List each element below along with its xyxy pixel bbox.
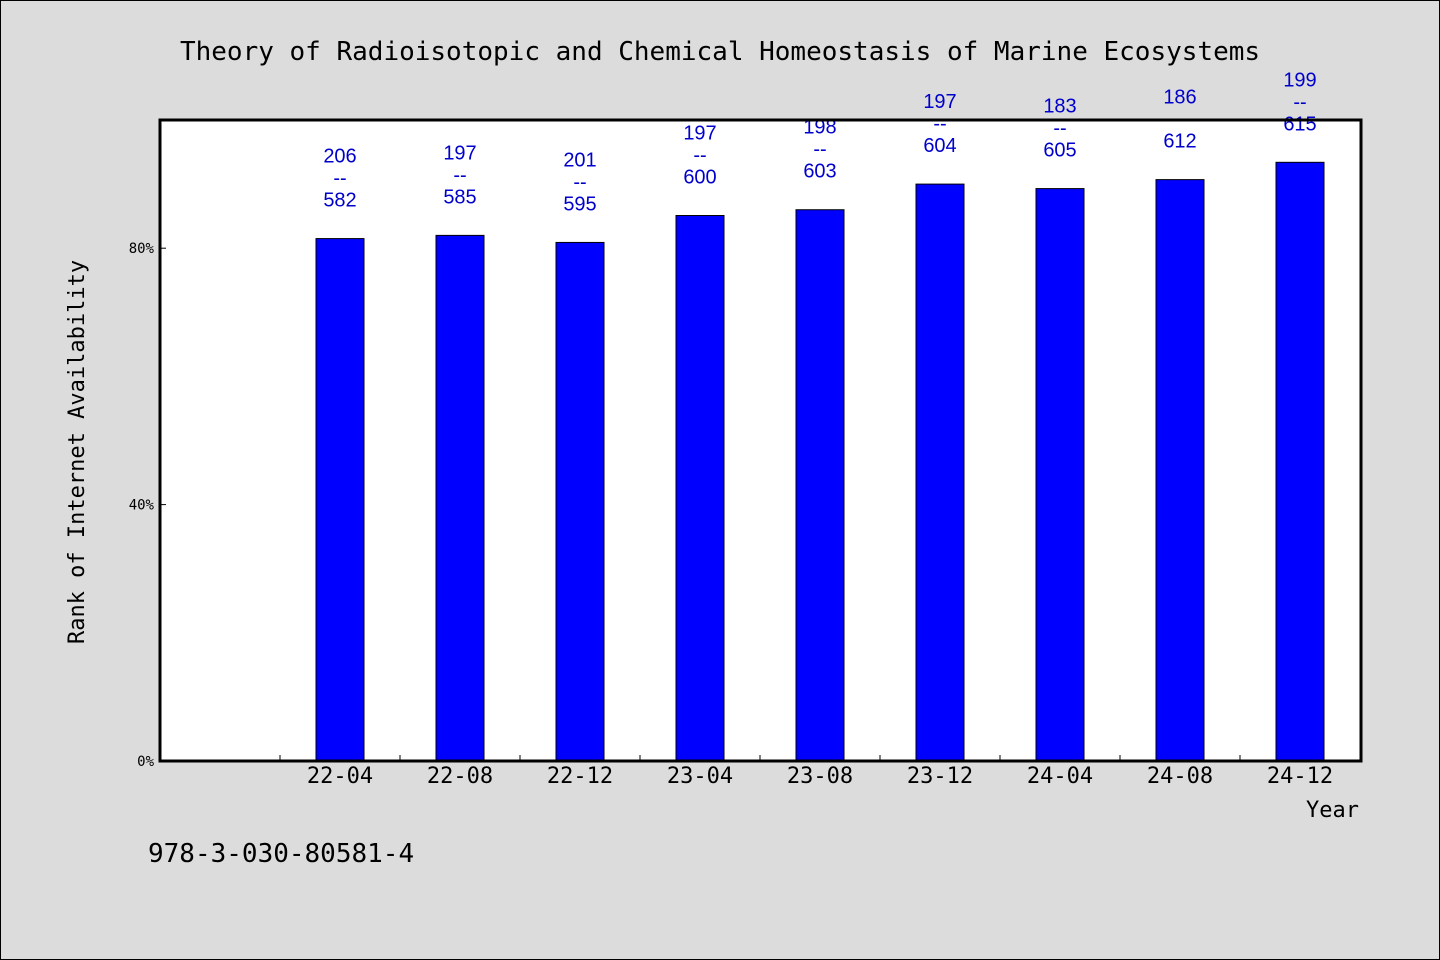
bar-label-top: 197 (443, 142, 476, 164)
bar-label-top: 197 (923, 91, 956, 113)
y-tick-label: 40% (129, 498, 155, 514)
bar-label-top: 198 (803, 117, 836, 139)
bar-labels-group: 206--582197--585201--595197--600198--603… (323, 69, 1316, 215)
bar-label-top: 183 (1043, 96, 1076, 118)
x-axis: 22-04 22-08 22-12 23-04 23-08 23-12 24-04 24-08… (279, 755, 1361, 789)
bar-24-12 (1275, 161, 1325, 762)
bar-label-top: 197 (683, 123, 716, 145)
x-tick-label: 23-12 (907, 764, 973, 789)
bar-22-04 (315, 238, 365, 762)
x-tick-label: 24-08 (1147, 764, 1213, 789)
bar-label-bottom: 582 (323, 190, 356, 212)
x-tick-label: 22-12 (547, 764, 613, 789)
chart-title: Theory of Radioisotopic and Chemical Hom… (180, 37, 1260, 67)
isbn-footnote: 978-3-030-80581-4 (148, 839, 414, 869)
bar-label-top: 186 (1163, 87, 1196, 109)
bar-22-12 (555, 241, 605, 762)
bar-label-bottom: 604 (923, 135, 956, 157)
bar-23-08 (795, 209, 845, 762)
x-tick-label: 22-04 (307, 764, 373, 789)
bar-24-04 (1035, 188, 1085, 762)
bar-23-04 (675, 215, 725, 762)
bar-label-sep: -- (693, 145, 706, 167)
bar-label-sep: -- (813, 139, 826, 161)
bar-label-bottom: 612 (1163, 131, 1196, 153)
x-tick-label: 24-12 (1267, 764, 1333, 789)
bar-label-bottom: 603 (803, 161, 836, 183)
bar-label-sep: -- (453, 164, 466, 186)
y-axis-label: Rank of Internet Availability (65, 260, 90, 644)
bar-label-bottom: 585 (443, 186, 476, 208)
bar-label-top: 199 (1283, 69, 1316, 91)
y-tick-label: 0% (137, 754, 154, 770)
x-tick-label: 22-08 (427, 764, 493, 789)
bar-label-sep: -- (1053, 118, 1066, 140)
x-tick-label: 23-04 (667, 764, 733, 789)
bar-label-top: 206 (323, 146, 356, 168)
y-axis: 0% 40% 80% (129, 241, 166, 770)
bar-label-bottom: 600 (683, 167, 716, 189)
bar-label-bottom: 615 (1283, 113, 1316, 135)
bar-label-sep: -- (933, 113, 946, 135)
x-tick-label: 24-04 (1027, 764, 1093, 789)
bars-group (315, 161, 1325, 762)
bar-label-sep: -- (333, 168, 346, 190)
x-tick-label: 23-08 (787, 764, 853, 789)
bar-label-sep: -- (1293, 91, 1306, 113)
bar-22-08 (435, 234, 485, 762)
bar-label-sep: -- (573, 171, 586, 193)
y-tick-label: 80% (129, 241, 155, 257)
bar-label-bottom: 605 (1043, 140, 1076, 162)
bar-label-bottom: 595 (563, 193, 596, 215)
x-axis-label: Year (1306, 798, 1359, 823)
bar-24-08 (1155, 179, 1205, 762)
bar-23-12 (915, 183, 965, 762)
bar-label-top: 201 (563, 149, 596, 171)
